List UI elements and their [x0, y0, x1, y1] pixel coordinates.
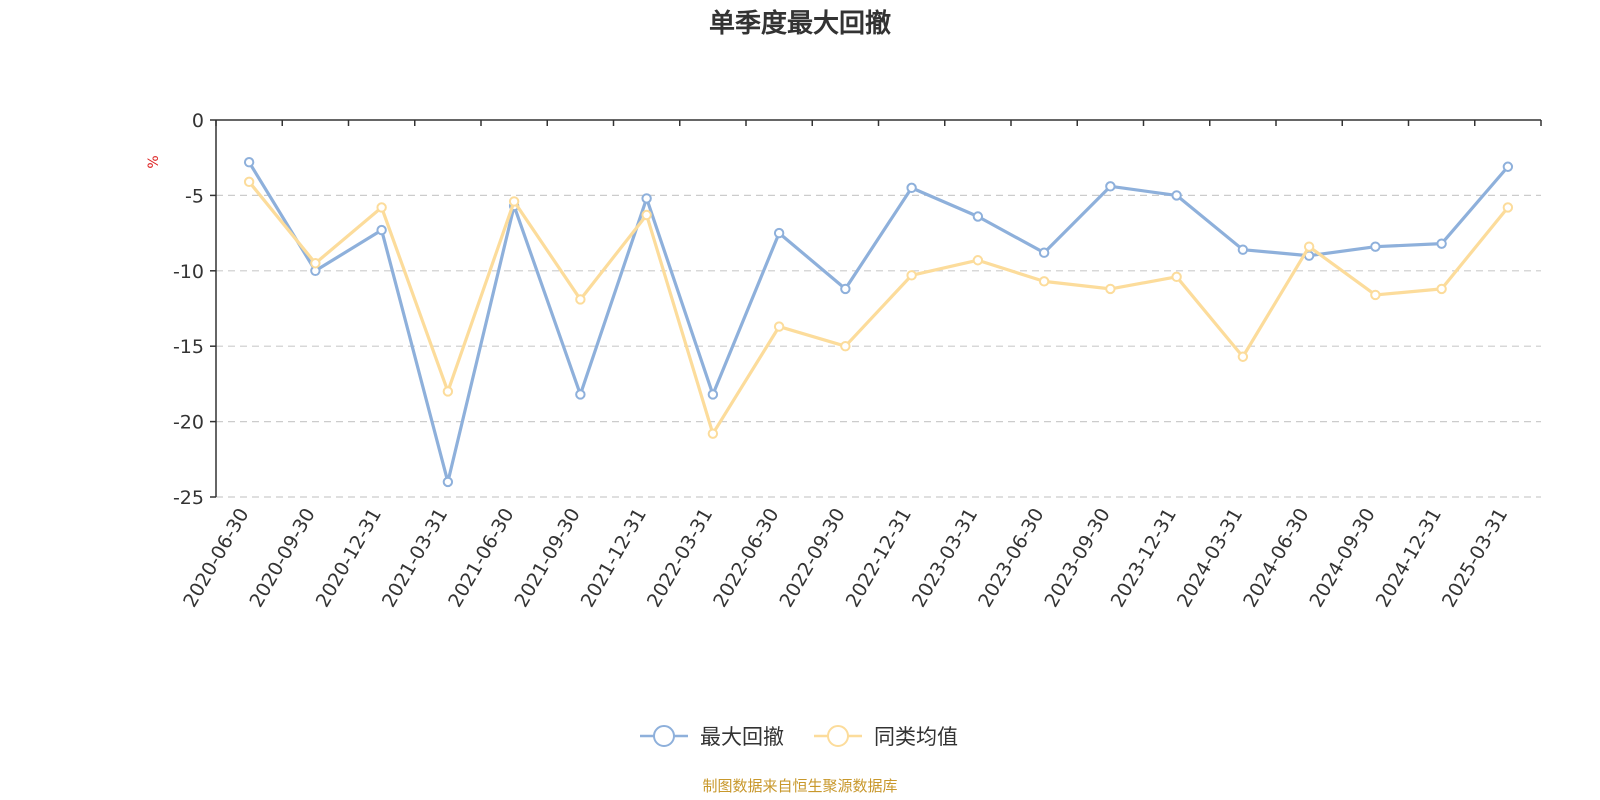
x-tick-label: 2020-09-30	[245, 505, 319, 612]
data-point	[906, 270, 917, 281]
axes: 0 -5 -10 -15 -20 -252020-06-302020-09-302020-…	[173, 110, 1542, 612]
x-tick-label: 2021-09-30	[510, 505, 584, 612]
data-point	[972, 255, 984, 266]
series-line	[247, 160, 1510, 484]
data-point	[707, 389, 719, 400]
x-tick-label: 2022-03-31	[643, 505, 717, 612]
data-point	[508, 196, 520, 207]
data-point	[1303, 241, 1315, 252]
data-point	[906, 182, 917, 194]
data-point	[243, 176, 255, 188]
y-tick-label: -10	[173, 261, 204, 283]
series-lines	[243, 157, 1514, 488]
y-axis-unit-label: %	[146, 155, 162, 168]
x-tick-label: 2021-12-31	[577, 505, 651, 612]
x-tick-label: 2022-12-31	[842, 505, 916, 612]
data-point	[1502, 161, 1514, 172]
x-tick-label: 2024-12-31	[1372, 505, 1446, 612]
data-point	[641, 193, 652, 204]
data-point	[442, 476, 454, 488]
data-point	[1171, 190, 1182, 201]
data-point	[1370, 289, 1381, 301]
y-tick-label: 0	[192, 110, 204, 132]
x-tick-label: 2023-03-31	[908, 505, 982, 612]
y-tick-label: -25	[173, 487, 204, 509]
data-point	[575, 294, 586, 305]
series-line	[247, 180, 1510, 436]
data-point	[442, 386, 454, 397]
data-point	[773, 227, 785, 239]
data-point	[1171, 271, 1182, 283]
data-point	[575, 389, 586, 400]
data-point	[310, 258, 321, 269]
data-point	[1105, 181, 1116, 192]
data-point	[1436, 283, 1447, 295]
data-point	[1038, 247, 1050, 258]
data-point	[1436, 238, 1447, 249]
data-point	[1105, 283, 1116, 295]
x-tick-label: 2025-03-31	[1438, 505, 1512, 612]
data-point	[773, 321, 785, 332]
x-tick-label: 2020-12-31	[312, 505, 386, 612]
legend-label: 同类均值	[874, 725, 958, 749]
data-point	[1237, 244, 1249, 255]
data-point	[641, 209, 652, 221]
chart-title: 单季度最大回撤	[709, 8, 891, 39]
y-tick-label: -5	[185, 185, 204, 207]
legend-label: 最大回撤	[700, 725, 784, 749]
grid-lines	[216, 194, 1541, 498]
y-tick-label: -20	[173, 412, 204, 434]
footer-source-note: 制图数据来自恒生聚源数据库	[702, 777, 897, 795]
data-point	[840, 283, 851, 295]
x-tick-label: 2024-06-30	[1239, 505, 1313, 612]
x-tick-label: 2023-09-30	[1040, 505, 1114, 612]
legend: 最大回撤 同类均值	[640, 725, 958, 749]
x-tick-label: 2022-06-30	[709, 505, 783, 612]
x-tick-label: 2024-03-31	[1173, 505, 1247, 612]
x-tick-label: 2021-06-30	[444, 505, 518, 612]
data-point	[376, 202, 387, 213]
x-tick-label: 2024-09-30	[1305, 505, 1379, 612]
x-tick-label: 2022-09-30	[775, 505, 849, 612]
x-tick-label: 2020-06-30	[179, 505, 253, 612]
data-point	[840, 341, 851, 352]
x-tick-label: 2021-03-31	[378, 505, 452, 612]
data-point	[376, 224, 387, 236]
data-point	[1370, 241, 1381, 252]
y-tick-label: -15	[173, 336, 204, 358]
x-tick-label: 2023-06-30	[974, 505, 1048, 612]
legend-circle-marker	[827, 725, 849, 747]
data-point	[1038, 276, 1050, 287]
data-point	[1237, 351, 1249, 362]
data-point	[243, 157, 255, 168]
legend-circle-marker	[653, 725, 675, 747]
data-point	[972, 211, 984, 222]
data-point	[707, 428, 719, 439]
x-tick-label: 2023-12-31	[1107, 505, 1181, 612]
data-point	[1502, 202, 1514, 213]
